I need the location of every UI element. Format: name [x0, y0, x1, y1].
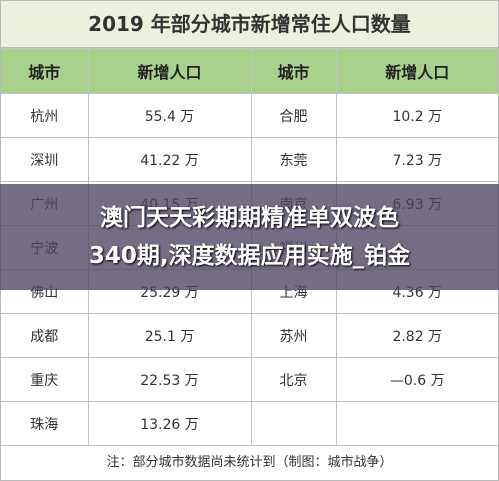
value-cell: 13.26 万: [87, 401, 252, 446]
empty-cell: [250, 401, 337, 446]
overlay-text: 澳门天天彩期期精准单双波色: [100, 205, 399, 231]
value-cell: —0.6 万: [335, 357, 498, 402]
table-row: 成都 25.1 万苏州 2.82 万: [1, 313, 498, 358]
city-cell: 深圳: [1, 137, 89, 182]
city-cell: 珠海: [1, 401, 89, 446]
column-header: 城市: [250, 48, 337, 94]
value-cell: 7.23 万: [335, 137, 498, 182]
value-cell: 25.1 万: [87, 313, 252, 358]
value-cell: 22.53 万: [87, 357, 252, 402]
column-header: 新增人口: [87, 48, 252, 94]
header-row: 城市 新增人口 城市 新增人口: [1, 48, 498, 94]
table-row: 深圳 41.22 万东莞 7.23 万: [1, 137, 498, 182]
city-cell: 重庆: [1, 357, 89, 402]
column-header: 新增人口: [335, 48, 498, 94]
city-cell: 北京: [250, 357, 337, 402]
overlay-banner: 澳门天天彩期期精准单双波色 340期,深度数据应用实施_铂金: [0, 184, 499, 290]
column-header: 城市: [1, 48, 89, 94]
city-cell: 合肥: [250, 93, 337, 138]
overlay-text: 340期,深度数据应用实施_铂金: [88, 243, 411, 269]
table-row: 杭州 55.4 万合肥 10.2 万: [1, 93, 498, 138]
table-row: 珠海 13.26 万: [1, 401, 498, 446]
value-cell: 2.82 万: [335, 313, 498, 358]
value-cell: 10.2 万: [335, 93, 498, 138]
table-row: 重庆 22.53 万北京 —0.6 万: [1, 357, 498, 402]
value-cell: 55.4 万: [87, 93, 252, 138]
city-cell: 东莞: [250, 137, 337, 182]
empty-cell: [335, 401, 498, 446]
city-cell: 成都: [1, 313, 89, 358]
footnote: 注：部分城市数据尚未统计到（制图：城市战争）: [106, 455, 393, 470]
city-cell: 苏州: [250, 313, 337, 358]
title: 2019 年部分城市新增常住人口数量: [1, 1, 498, 48]
value-cell: 41.22 万: [87, 137, 252, 182]
city-cell: 杭州: [1, 93, 89, 138]
